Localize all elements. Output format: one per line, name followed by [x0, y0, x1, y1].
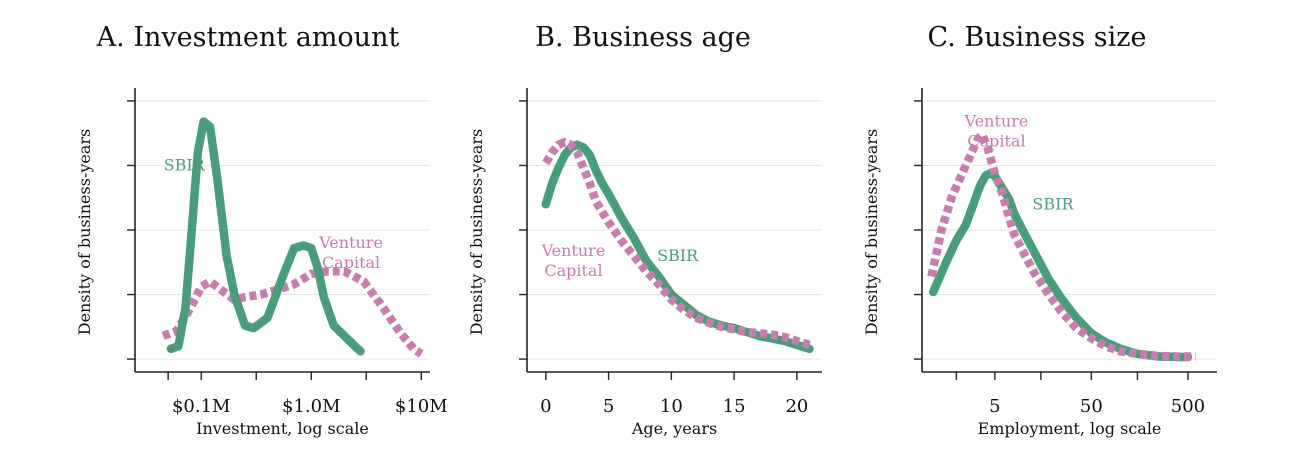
y-axis-label: Density of business-years [75, 129, 94, 336]
series-line-sbir [166, 117, 365, 356]
series-line-venture-capital [927, 130, 1196, 361]
chart-panel-1: $0.1M $1.0M $10M A. Investment amount Invest… [75, 22, 448, 438]
x-axis-label: Investment, log scale [196, 419, 369, 438]
x-axis-label: Employment, log scale [978, 419, 1162, 438]
y-axis-label: Density of business-years [467, 129, 486, 336]
x-tick-label: $10M [395, 396, 448, 417]
chart-title: C. Business size [928, 22, 1147, 53]
chart-title: B. Business age [535, 22, 751, 53]
series-label-sbir: SBIR [657, 246, 699, 265]
x-axis-label: Age, years [631, 419, 717, 438]
x-tick-label: 15 [723, 396, 746, 417]
chart-panel-2: 0 5 10 15 20 B. Business age Age, years Density… [467, 22, 822, 438]
x-tick-label: 10 [660, 396, 683, 417]
series-label-sbir: SBIR [1032, 194, 1074, 213]
y-axis-label: Density of business-years [862, 129, 881, 336]
series-label-venture-capital: Venture Capital [318, 233, 383, 272]
x-tick-label: 0 [540, 396, 551, 417]
chart-panel-3: 5 50 500 C. Business size Employment, log sc… [862, 22, 1217, 438]
series-label-sbir: SBIR [164, 156, 206, 175]
series-line-venture-capital [161, 267, 424, 358]
series-label-venture-capital: Venture Capital [964, 112, 1029, 151]
x-tick-label: 500 [1171, 396, 1205, 417]
series-line-venture-capital [542, 137, 811, 349]
x-tick-label: 20 [785, 396, 808, 417]
x-tick-label: $1.0M [282, 396, 341, 417]
x-tick-label: $0.1M [172, 396, 231, 417]
x-tick-label: 5 [603, 396, 614, 417]
x-tick-label: 5 [989, 396, 1000, 417]
chart-title: A. Investment amount [96, 22, 400, 53]
x-tick-label: 50 [1080, 396, 1103, 417]
series-label-venture-capital: Venture Capital [541, 241, 606, 280]
